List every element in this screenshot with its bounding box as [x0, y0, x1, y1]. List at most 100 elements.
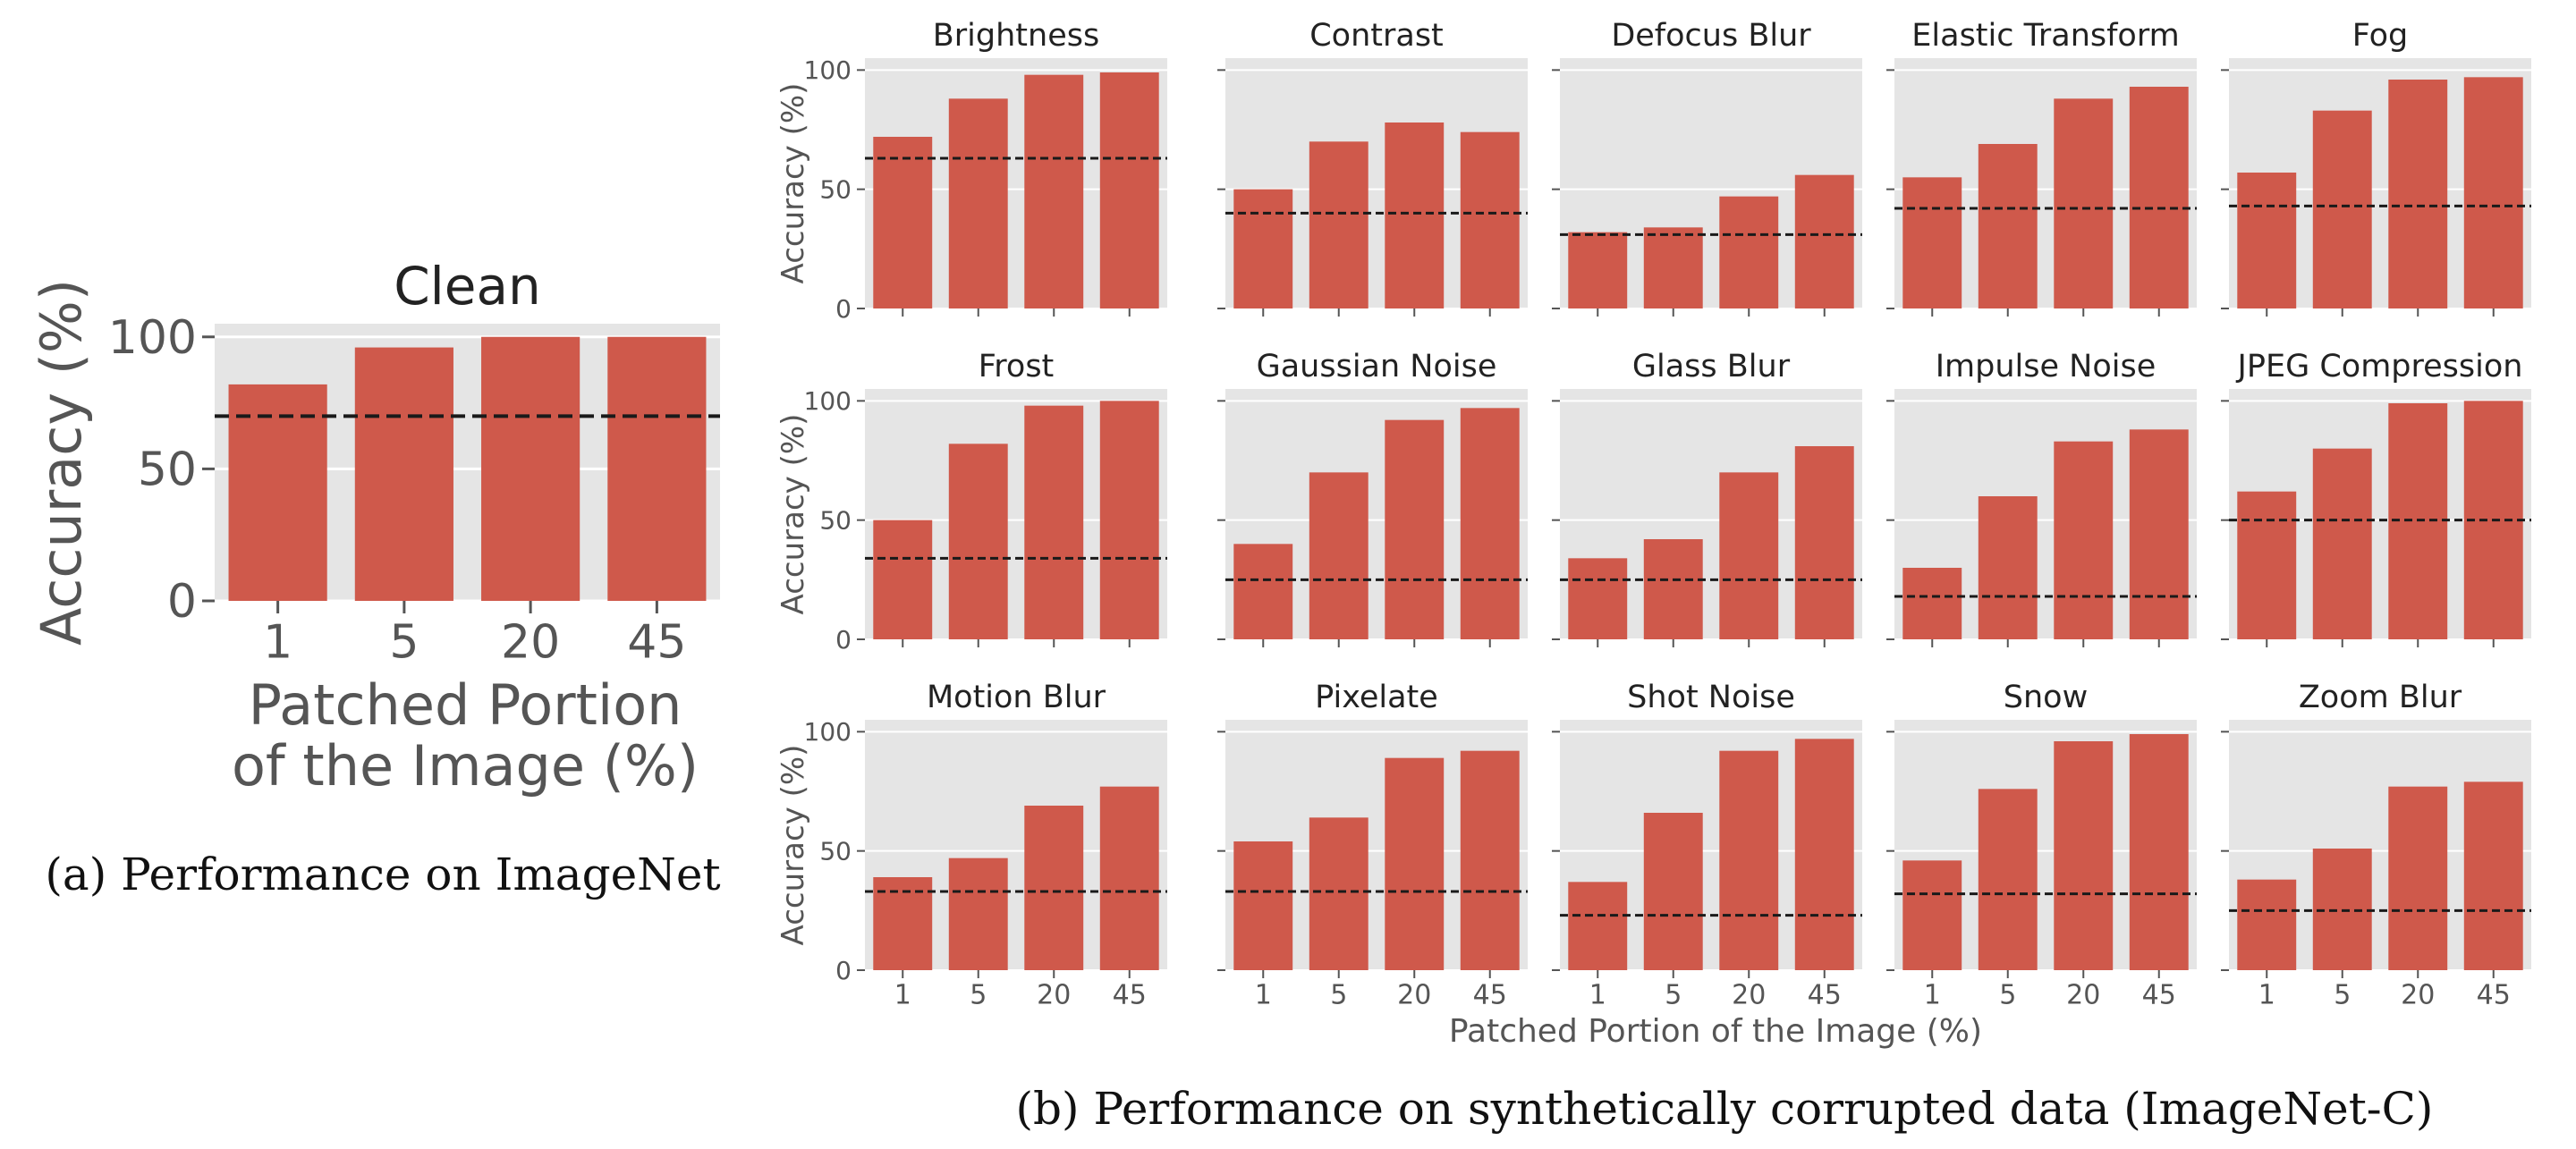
shot-noise-xtick-label: 45 [1808, 980, 1842, 1011]
panel-fog: Fog [2221, 18, 2531, 317]
zoom-blur-bar [2463, 781, 2523, 970]
snow-bar [1902, 860, 1962, 970]
zoom-blur-xtick-label: 20 [2401, 980, 2435, 1011]
glass-blur-title: Glass Blur [1632, 349, 1791, 384]
panel-jpeg-compression: JPEG Compression [2221, 349, 2531, 647]
elastic-transform-bar [2054, 98, 2114, 308]
motion-blur-title: Motion Blur [927, 680, 1106, 715]
motion-blur-xtick-label: 1 [894, 980, 911, 1011]
brightness-ytick-label: 100 [804, 55, 852, 85]
defocus-blur-bar [1568, 232, 1628, 308]
pixelate-title: Pixelate [1315, 680, 1438, 715]
jpeg-compression-bar [2237, 491, 2297, 639]
caption-b: (b) Performance on synthetically corrupt… [1016, 1083, 2434, 1135]
defocus-blur-bar [1794, 174, 1854, 308]
brightness-bar [873, 137, 933, 308]
shot-noise-xtick-label: 1 [1589, 980, 1606, 1011]
clean-xlabel-line: Patched Portion [249, 672, 682, 738]
pixelate-bar [1385, 757, 1445, 970]
panel-contrast: Contrast [1217, 18, 1528, 317]
pixelate-bar [1233, 841, 1293, 970]
clean-bar [354, 347, 453, 601]
contrast-bar [1309, 141, 1368, 308]
clean-xlabel-line: of the Image (%) [232, 733, 699, 798]
gaussian-noise-bar [1309, 472, 1368, 639]
snow-bar [1978, 789, 2038, 970]
contrast-bar [1233, 189, 1293, 308]
glass-blur-bar [1568, 558, 1628, 639]
brightness-ytick-label: 50 [819, 174, 852, 204]
motion-blur-bar [1024, 806, 1084, 970]
zoom-blur-xtick-label: 5 [2334, 980, 2351, 1011]
impulse-noise-bar [2054, 441, 2114, 639]
brightness-ytick-label: 0 [835, 294, 852, 324]
clean-xtick-label: 20 [501, 615, 560, 669]
snow-xtick-label: 5 [1999, 980, 2016, 1011]
zoom-blur-xtick-label: 1 [2258, 980, 2275, 1011]
shot-noise-bar [1719, 750, 1779, 970]
impulse-noise-title: Impulse Noise [1936, 349, 2157, 384]
snow-xtick-label: 20 [2066, 980, 2100, 1011]
frost-bar [873, 520, 933, 639]
brightness-bar [948, 98, 1008, 308]
frost-bar [1024, 405, 1084, 639]
fog-bar [2463, 77, 2523, 308]
gaussian-noise-bar [1233, 544, 1293, 639]
clean-ytick-label: 50 [138, 444, 197, 497]
frost-bar [1099, 401, 1159, 639]
glass-blur-bar [1719, 472, 1779, 639]
zoom-blur-bar [2388, 786, 2448, 970]
shot-noise-title: Shot Noise [1627, 680, 1795, 715]
pixelate-xtick-label: 1 [1255, 980, 1272, 1011]
panel-frost: 0 50 100 Frost Accuracy (%) [775, 349, 1167, 655]
snow-xtick-label: 45 [2142, 980, 2176, 1011]
elastic-transform-title: Elastic Transform [1911, 18, 2179, 54]
shot-noise-bar [1568, 882, 1628, 970]
frost-title: Frost [979, 349, 1055, 384]
motion-blur-bar [948, 858, 1008, 970]
elastic-transform-bar [1902, 177, 1962, 308]
pixelate-bar [1460, 750, 1520, 970]
clean-bar [228, 384, 327, 601]
shot-noise-bar [1794, 739, 1854, 970]
ylabel-row-2: Accuracy (%) [775, 414, 811, 615]
snow-title: Snow [2004, 680, 2088, 715]
contrast-bar [1460, 131, 1520, 308]
fog-title: Fog [2352, 18, 2409, 54]
clean-xtick-label: 45 [627, 615, 686, 669]
fog-bar [2312, 110, 2372, 309]
shot-noise-xtick-label: 5 [1665, 980, 1682, 1011]
gaussian-noise-title: Gaussian Noise [1257, 349, 1497, 384]
ylabel-row-1: Accuracy (%) [775, 83, 811, 284]
frost-bar [948, 444, 1008, 639]
fog-bar [2388, 80, 2448, 308]
jpeg-compression-bar [2312, 448, 2372, 639]
motion-blur-bar [1099, 786, 1159, 970]
snow-bar [2054, 741, 2114, 970]
brightness-bar [1099, 72, 1159, 308]
frost-ytick-label: 100 [804, 386, 852, 416]
zoom-blur-bar [2237, 879, 2297, 970]
frost-ytick-label: 50 [819, 505, 852, 535]
elastic-transform-bar [2129, 87, 2189, 308]
gaussian-noise-bar [1460, 408, 1520, 639]
clean-chart: 0 50 100 1 5 20 45 Clean Accuracy (%) Patched Por… [29, 256, 720, 798]
impulse-noise-bar [1978, 496, 2038, 639]
elastic-transform-bar [1978, 144, 2038, 308]
defocus-blur-bar [1643, 227, 1703, 308]
jpeg-compression-title: JPEG Compression [2236, 349, 2523, 384]
impulse-noise-bar [1902, 568, 1962, 639]
motion-blur-xtick-label: 20 [1037, 980, 1071, 1011]
clean-ytick-label: 100 [108, 311, 197, 365]
shot-noise-bar [1643, 813, 1703, 970]
ylabel-row-3: Accuracy (%) [775, 745, 811, 946]
contrast-title: Contrast [1309, 18, 1444, 54]
panel-motion-blur: 0 50 100 1 5 20 45 Motion Blur Accuracy (%) [775, 680, 1167, 1011]
panel-impulse-noise: Impulse Noise [1886, 349, 2197, 647]
brightness-bar [1024, 74, 1084, 309]
motion-blur-xtick-label: 45 [1113, 980, 1147, 1011]
panel-snow: 1 5 20 45 Snow [1886, 680, 2197, 1011]
clean-bar [607, 336, 707, 601]
pixelate-xtick-label: 5 [1330, 980, 1347, 1011]
